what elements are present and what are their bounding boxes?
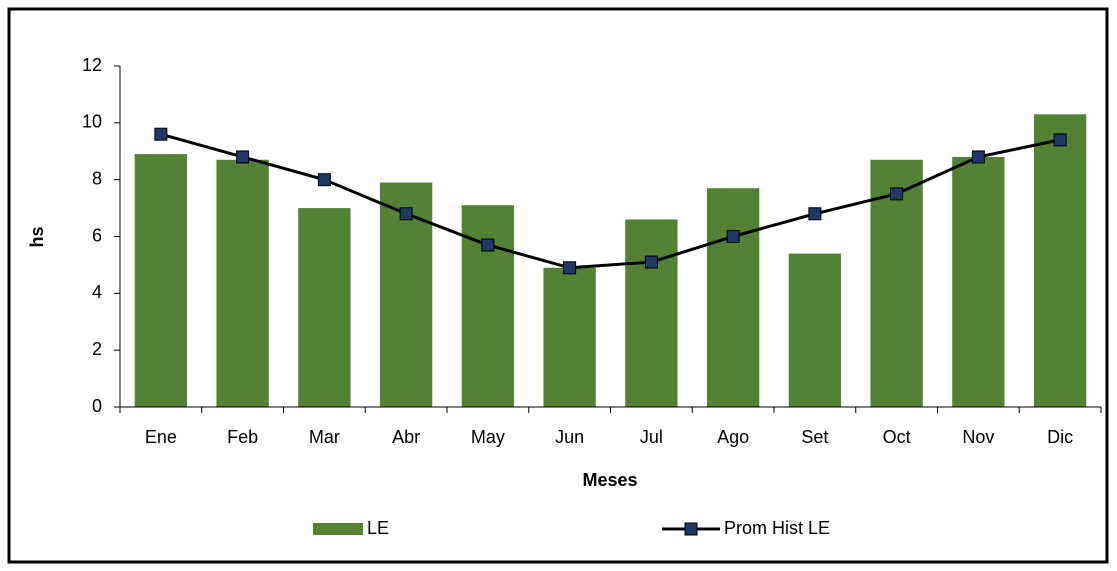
y-tick-label: 8 [92, 168, 102, 188]
marker [644, 255, 658, 269]
marker [890, 187, 904, 201]
y-axis-title: hs [27, 226, 47, 247]
x-tick-label: Set [801, 427, 828, 447]
x-tick-label: Jul [640, 427, 663, 447]
x-tick-label: May [471, 427, 505, 447]
marker [236, 150, 250, 164]
line [160, 132, 1061, 270]
x-axis-title: Meses [582, 470, 637, 490]
marker [1053, 133, 1067, 147]
bar [788, 253, 842, 407]
x-tick-label: Mar [309, 427, 340, 447]
y-tick-label: 2 [92, 339, 102, 359]
bar [543, 267, 596, 407]
marker [726, 230, 740, 243]
x-tick-label: Abr [392, 427, 420, 447]
marker [971, 150, 985, 164]
bar [216, 159, 269, 407]
bar [1033, 114, 1087, 407]
x-tick-label: Oct [883, 427, 911, 447]
y-tick-label: 4 [92, 282, 102, 302]
legend-swatch [313, 523, 363, 535]
marker [154, 127, 168, 141]
bar [706, 188, 760, 407]
marker [317, 173, 331, 187]
x-tick-label: Jun [555, 427, 584, 447]
x-tick-label: Nov [962, 427, 994, 447]
x-tick-label: Ene [145, 427, 177, 447]
marker [808, 207, 822, 221]
marker [481, 238, 495, 252]
legend-marker [684, 522, 698, 536]
x-tick-label: Dic [1047, 427, 1073, 447]
marker [563, 261, 577, 275]
y-tick-label: 6 [92, 225, 102, 245]
legend-label: Prom Hist LE [724, 518, 830, 538]
legend-label: LE [367, 518, 389, 538]
y-tick-label: 12 [82, 55, 102, 75]
bar [134, 154, 188, 407]
y-tick-label: 0 [92, 396, 102, 416]
marker [399, 207, 413, 221]
x-tick-label: Feb [227, 427, 258, 447]
bar [870, 159, 923, 407]
bar [952, 156, 1005, 407]
bar [625, 219, 678, 407]
y-tick-label: 10 [82, 112, 102, 132]
x-tick-label: Ago [717, 427, 749, 447]
bar [461, 205, 515, 407]
bar [298, 208, 351, 407]
